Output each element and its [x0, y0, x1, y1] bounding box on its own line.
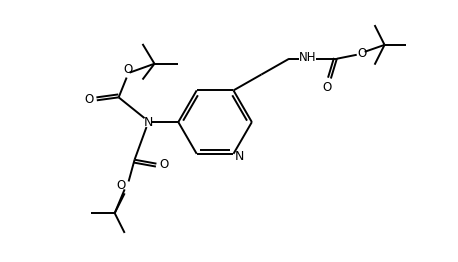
Text: N: N	[234, 150, 244, 163]
Text: N: N	[144, 116, 153, 129]
Text: O: O	[322, 81, 332, 94]
Text: O: O	[123, 63, 132, 76]
Text: O: O	[84, 93, 93, 106]
Text: NH: NH	[299, 51, 317, 64]
Text: O: O	[357, 47, 366, 60]
Text: O: O	[160, 158, 169, 171]
Text: O: O	[116, 179, 125, 192]
